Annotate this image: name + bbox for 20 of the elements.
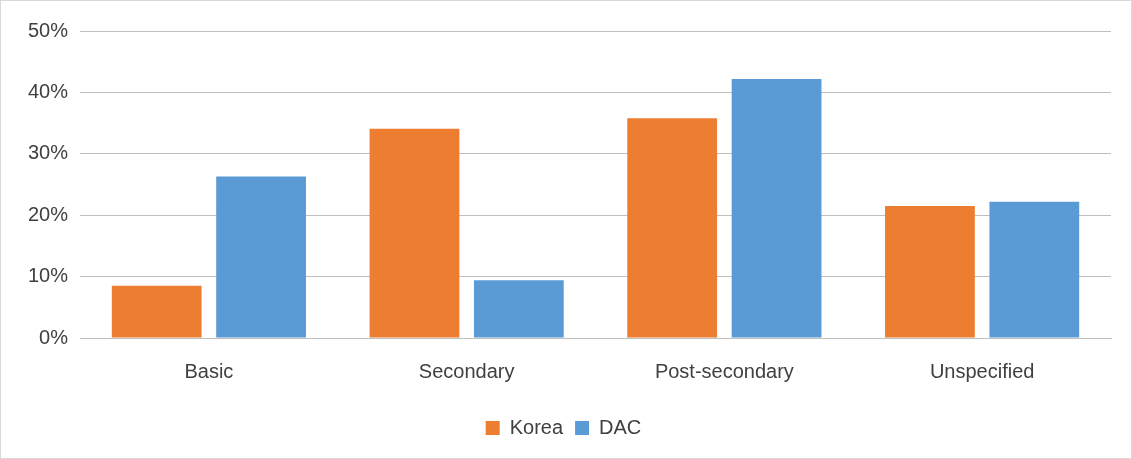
bar bbox=[473, 280, 564, 338]
x-tick-label: Basic bbox=[184, 359, 234, 382]
y-tick-label: 30% bbox=[28, 141, 69, 164]
y-tick-label: 0% bbox=[39, 325, 69, 348]
x-tick-label: Unspecified bbox=[929, 359, 1035, 382]
legend-label: Korea bbox=[509, 415, 564, 438]
y-tick-label: 50% bbox=[28, 18, 69, 41]
bar bbox=[989, 201, 1080, 338]
bar bbox=[885, 205, 975, 338]
legend-label: DAC bbox=[599, 415, 642, 438]
y-tick-label: 10% bbox=[28, 264, 69, 287]
y-tick-label: 20% bbox=[28, 202, 69, 225]
bar bbox=[731, 78, 822, 338]
x-tick-label: Secondary bbox=[418, 359, 515, 382]
y-tick-label: 40% bbox=[28, 79, 69, 102]
bar bbox=[369, 128, 460, 338]
bar bbox=[627, 118, 718, 338]
bar bbox=[111, 285, 202, 338]
x-tick-label: Post-secondary bbox=[654, 359, 794, 382]
bar bbox=[216, 176, 306, 338]
